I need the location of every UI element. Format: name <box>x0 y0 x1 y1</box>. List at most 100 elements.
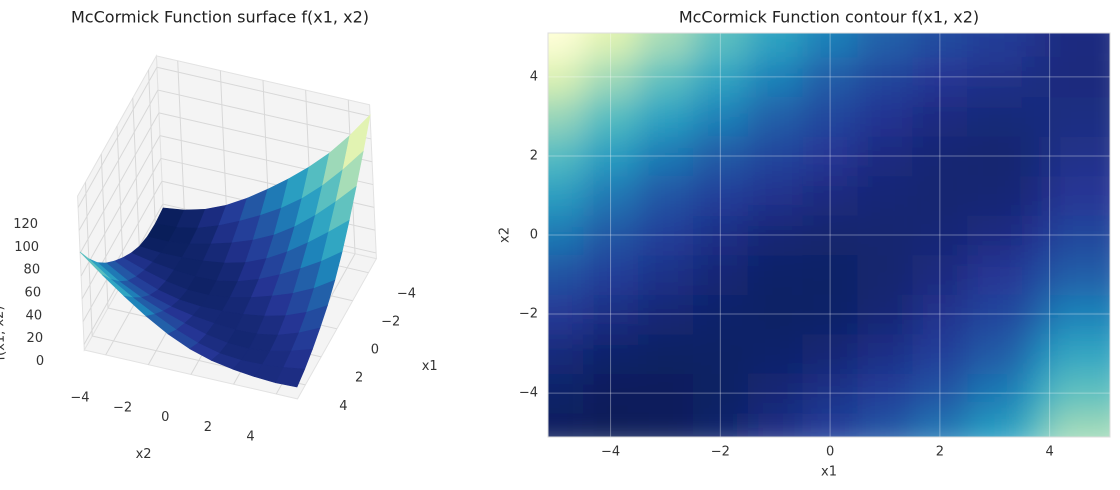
heat-cell <box>967 96 1023 137</box>
grid-line <box>80 135 161 277</box>
heat-cell <box>967 136 1023 177</box>
heat-cell <box>802 254 859 295</box>
grid-line <box>219 70 228 225</box>
heat-cell <box>548 254 584 295</box>
z-tick-label: 100 <box>14 240 39 255</box>
heat-cell <box>548 136 584 177</box>
y-tick-label: 4 <box>530 69 538 84</box>
chart-title: McCormick Function contour f(x1, x2) <box>679 8 979 27</box>
x-axis-label: x1 <box>422 359 438 374</box>
heat-cell <box>692 57 749 98</box>
grid-line <box>82 181 163 322</box>
heat-cell <box>638 96 694 137</box>
z-tick-label: 60 <box>25 285 42 300</box>
x-axis-label: x1 <box>821 465 837 480</box>
heat-cell <box>1049 254 1110 295</box>
heat-cell <box>802 57 859 98</box>
heat-cell <box>747 33 804 58</box>
heat-cell <box>967 254 1023 295</box>
heat-cell <box>1049 136 1110 177</box>
heat-cell <box>802 136 859 177</box>
heat-cell <box>747 333 804 374</box>
heat-cell <box>857 294 913 335</box>
heat-cell <box>857 175 913 216</box>
heat-cell <box>638 294 694 335</box>
heat-cell <box>692 136 749 177</box>
heat-cell <box>747 175 804 216</box>
heat-cell <box>548 215 584 256</box>
heat-cell <box>638 33 694 58</box>
axes-frame <box>547 32 1111 438</box>
heat-cell <box>583 373 639 414</box>
x-tick-label: −4 <box>601 445 620 460</box>
grid-line <box>79 112 160 254</box>
heat-cell <box>583 175 639 216</box>
heat-cell <box>583 96 639 137</box>
x-tick-label: −2 <box>381 315 400 330</box>
heat-cell <box>638 136 694 177</box>
heat-cell <box>912 294 968 335</box>
heat-cell <box>857 333 913 374</box>
heat-cell <box>692 215 749 256</box>
heat-cell <box>747 215 804 256</box>
grid-line <box>77 67 158 208</box>
y-tick-label: 2 <box>204 420 212 435</box>
heat-cell <box>1049 373 1110 414</box>
x-tick-label: 0 <box>371 343 379 358</box>
y-tick-label: 4 <box>246 430 254 445</box>
heat-cell <box>548 175 584 216</box>
y-tick-label: 2 <box>530 148 538 163</box>
heat-cell <box>1049 333 1110 374</box>
x-tick-label: 4 <box>1045 445 1053 460</box>
heat-cell <box>912 33 968 58</box>
heat-cell <box>747 254 804 295</box>
heat-cell <box>548 96 584 137</box>
heat-cell <box>638 254 694 295</box>
heat-cell <box>692 96 749 137</box>
heat-cell <box>802 96 859 137</box>
heat-cell <box>857 373 913 414</box>
grid-line <box>148 69 156 224</box>
heat-cell <box>583 333 639 374</box>
y-tick-label: −4 <box>70 391 89 406</box>
y-axis-label: x2 <box>498 227 513 243</box>
heat-cell <box>692 254 749 295</box>
heat-cell <box>747 96 804 137</box>
chart-title: McCormick Function surface f(x1, x2) <box>71 8 369 27</box>
heat-cell <box>802 175 859 216</box>
heat-cell <box>967 333 1023 374</box>
heat-cell <box>857 33 913 58</box>
heat-cell <box>912 175 968 216</box>
plot-area <box>548 33 1110 437</box>
heat-cell <box>548 333 584 374</box>
grid-line <box>157 89 372 140</box>
heat-cell <box>912 57 968 98</box>
y-tick-label: 0 <box>161 410 169 425</box>
heat-cell <box>583 136 639 177</box>
heat-cell <box>857 96 913 137</box>
heat-cell <box>802 294 859 335</box>
heat-cell <box>583 215 639 256</box>
heat-cell <box>912 333 968 374</box>
heat-cell <box>747 57 804 98</box>
heat-cell <box>747 294 804 335</box>
heat-cell <box>967 57 1023 98</box>
x-tick-label: 2 <box>355 371 363 386</box>
grid-line <box>132 97 141 252</box>
heat-cell <box>1049 57 1110 98</box>
heat-cell <box>747 136 804 177</box>
heat-cell <box>912 136 968 177</box>
x-tick-label: −4 <box>397 287 416 302</box>
heat-cell <box>857 215 913 256</box>
y-tick-label: −4 <box>519 386 538 401</box>
heat-cell <box>802 33 859 58</box>
heat-cell <box>692 175 749 216</box>
heat-cell <box>548 294 584 335</box>
heat-cell <box>638 333 694 374</box>
x-tick-label: 4 <box>339 399 347 414</box>
heat-cell <box>638 175 694 216</box>
x-tick-label: 0 <box>826 445 834 460</box>
grid-line <box>78 89 159 231</box>
heat-cell <box>802 373 859 414</box>
z-tick-label: 20 <box>27 331 44 346</box>
